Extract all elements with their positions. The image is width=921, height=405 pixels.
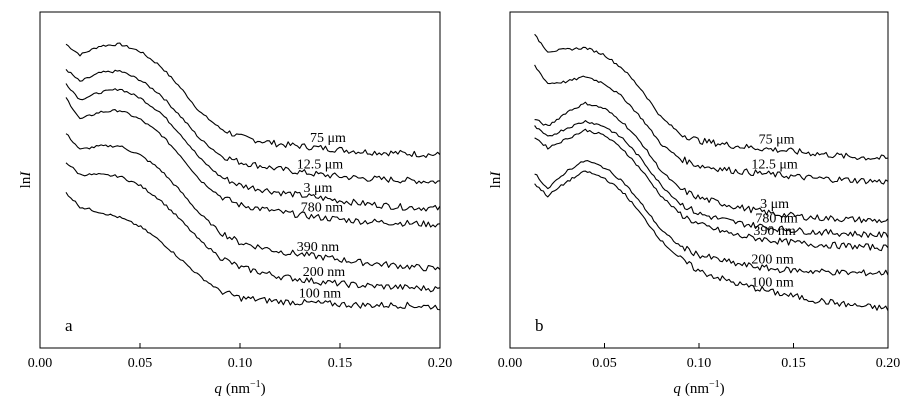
x-tick-label: 0.00: [28, 356, 53, 371]
series-line-1: [534, 33, 889, 161]
series-label: 3 μm: [304, 181, 333, 196]
series-label: 3 μm: [760, 197, 789, 212]
series-line-3: [534, 101, 889, 224]
series-line-3: [65, 83, 441, 212]
series-line-7: [65, 192, 441, 311]
x-axis-unit: (nm: [226, 381, 250, 397]
series-line-5: [534, 128, 889, 252]
x-axis-unit-exponent: −1: [250, 379, 261, 390]
series-line-7: [534, 170, 889, 312]
series-line-6: [65, 162, 441, 293]
x-axis-unit: (nm: [685, 381, 709, 397]
x-tick-label: 0.10: [687, 356, 712, 371]
series-line-1: [65, 42, 441, 158]
series-label: 75 μm: [310, 131, 346, 146]
y-axis-label: lnI: [488, 171, 504, 189]
series-label: 780 nm: [755, 211, 798, 226]
x-tick-label: 0.20: [876, 356, 901, 371]
series-line-6: [534, 160, 889, 277]
y-axis-prefix: ln: [18, 176, 34, 188]
x-tick-label: 0.05: [592, 356, 617, 371]
series-line-4: [534, 120, 889, 239]
series-label: 390 nm: [753, 224, 796, 239]
y-axis-label: lnI: [18, 171, 34, 189]
series-line-2: [65, 69, 441, 185]
panel-label: a: [65, 316, 73, 335]
x-axis-label: q (nm−1): [673, 379, 724, 397]
x-tick-label: 0.20: [428, 356, 453, 371]
x-tick-label: 0.15: [328, 356, 353, 371]
series-line-5: [65, 133, 441, 272]
x-axis-unit-close: ): [261, 381, 266, 397]
series-label: 200 nm: [303, 265, 346, 280]
x-axis-unit-exponent: −1: [709, 379, 720, 390]
x-axis-label: q (nm−1): [214, 379, 265, 397]
panel-label: b: [535, 316, 544, 335]
series-label: 200 nm: [751, 252, 794, 267]
y-axis-var: I: [488, 171, 504, 178]
x-axis-var: q: [673, 381, 681, 397]
series-label: 780 nm: [301, 201, 344, 216]
x-axis-var: q: [214, 381, 222, 397]
y-axis-prefix: ln: [488, 176, 504, 188]
x-tick-label: 0.00: [498, 356, 523, 371]
x-tick-label: 0.10: [228, 356, 253, 371]
series-label: 390 nm: [297, 240, 340, 255]
series-label: 75 μm: [759, 133, 795, 148]
x-axis-unit-close: ): [720, 381, 725, 397]
series-line-2: [534, 64, 889, 185]
y-axis-var: I: [18, 171, 34, 178]
series-label: 100 nm: [751, 276, 794, 291]
plot-frame: [509, 11, 889, 349]
x-tick-label: 0.05: [128, 356, 153, 371]
x-tick-label: 0.15: [781, 356, 806, 371]
series-label: 12.5 μm: [297, 158, 344, 173]
series-line-4: [65, 97, 441, 228]
series-label: 12.5 μm: [751, 158, 798, 173]
series-label: 100 nm: [299, 286, 342, 301]
